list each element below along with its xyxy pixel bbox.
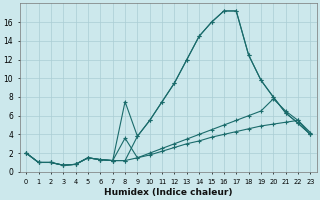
X-axis label: Humidex (Indice chaleur): Humidex (Indice chaleur) <box>104 188 233 197</box>
